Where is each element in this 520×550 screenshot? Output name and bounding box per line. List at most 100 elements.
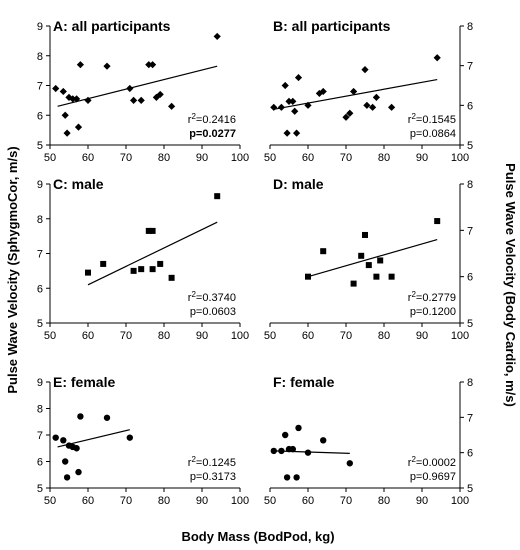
y-tick-label: 8: [37, 51, 43, 63]
data-point-circle: [270, 447, 277, 455]
data-point-diamond: [363, 101, 371, 109]
x-axis-label: Body Mass (BodPod, kg): [181, 529, 334, 544]
data-point-diamond: [342, 113, 350, 121]
data-point-square: [168, 274, 175, 281]
x-tick-label: 70: [120, 152, 132, 164]
x-tick-label: 60: [82, 152, 94, 164]
y-tick-label: 6: [467, 448, 473, 460]
panel-title: E: female: [53, 374, 115, 390]
data-point-circle: [77, 413, 84, 420]
data-point-diamond: [149, 61, 157, 69]
y-tick-label: 6: [37, 110, 43, 122]
data-point-diamond: [369, 103, 377, 111]
x-tick-label: 70: [340, 152, 352, 164]
p-value-label: p=0.1200: [410, 306, 456, 318]
x-tick-label: 50: [44, 330, 56, 342]
x-tick-label: 60: [302, 152, 314, 164]
y-tick-label: 7: [37, 430, 43, 442]
x-tick-label: 100: [231, 152, 249, 164]
data-point-circle: [278, 447, 285, 455]
data-point-diamond: [289, 97, 297, 105]
y-tick-label: 8: [37, 214, 43, 226]
x-tick-label: 50: [44, 152, 56, 164]
data-point-diamond: [103, 62, 111, 70]
data-point-circle: [103, 414, 111, 421]
data-point-diamond: [59, 87, 67, 96]
x-tick-label: 50: [264, 495, 276, 507]
x-tick-label: 50: [264, 152, 276, 164]
data-point-square: [145, 227, 152, 234]
y-axis-label-right: Pulse Wave Velocity (Body Cardio, m/s): [503, 163, 518, 407]
x-tick-label: 50: [44, 495, 56, 507]
data-point-diamond: [145, 61, 153, 69]
data-point-square: [362, 231, 368, 238]
y-tick-label: 6: [37, 457, 43, 469]
y-tick-label: 7: [467, 225, 473, 237]
data-point-square: [377, 257, 384, 264]
data-point-diamond: [293, 129, 301, 137]
y-tick-label: 8: [467, 179, 473, 191]
r-squared-label: r2=0.3740: [188, 290, 236, 305]
regression-line: [57, 65, 218, 107]
y-axis-label-left: Pulse Wave Velocity (SphygmoCor, m/s): [5, 146, 20, 393]
data-point-square: [157, 260, 164, 267]
data-point-circle: [289, 445, 296, 453]
x-tick-label: 80: [158, 495, 170, 507]
x-tick-label: 70: [340, 495, 352, 507]
data-point-circle: [126, 434, 133, 441]
data-point-diamond: [433, 54, 441, 62]
data-point-square: [305, 273, 311, 280]
data-point-circle: [283, 474, 291, 481]
data-point-circle: [61, 458, 69, 465]
y-tick-label: 5: [37, 318, 43, 330]
x-tick-label: 100: [451, 495, 469, 507]
p-value-label: p=0.0277: [189, 128, 236, 140]
y-tick-label: 8: [467, 21, 473, 33]
data-point-diamond: [285, 97, 293, 105]
data-point-circle: [52, 434, 59, 441]
x-tick-label: 70: [120, 495, 132, 507]
data-point-diamond: [350, 87, 358, 96]
y-tick-label: 7: [37, 81, 43, 93]
x-tick-label: 80: [378, 152, 390, 164]
data-point-square: [149, 266, 156, 273]
data-point-diamond: [73, 95, 81, 103]
data-point-diamond: [74, 123, 83, 131]
y-tick-label: 7: [467, 412, 473, 424]
data-point-diamond: [270, 103, 278, 111]
y-tick-label: 8: [467, 377, 473, 389]
regression-line: [307, 239, 438, 278]
x-tick-label: 100: [231, 495, 249, 507]
data-point-circle: [304, 449, 312, 456]
x-tick-label: 90: [196, 152, 208, 164]
x-tick-label: 50: [264, 330, 276, 342]
x-tick-label: 60: [82, 495, 94, 507]
x-tick-label: 60: [302, 495, 314, 507]
data-point-diamond: [156, 90, 164, 99]
y-tick-label: 7: [467, 61, 473, 73]
x-tick-label: 70: [340, 330, 352, 342]
y-tick-label: 5: [37, 140, 43, 152]
y-tick-label: 6: [467, 272, 473, 284]
x-tick-label: 100: [231, 330, 249, 342]
data-point-diamond: [52, 84, 60, 93]
data-point-diamond: [346, 109, 354, 117]
panel-title: F: female: [273, 374, 335, 390]
x-tick-label: 80: [158, 152, 170, 164]
x-tick-label: 90: [416, 495, 428, 507]
y-tick-label: 6: [467, 100, 473, 112]
data-point-square: [100, 260, 107, 267]
data-point-diamond: [69, 95, 77, 103]
data-point-square: [388, 273, 395, 280]
panel-a: 50 60 70 80 90 100 5 6 7 8 9 A: all participants r2=…: [37, 18, 249, 164]
data-point-circle: [295, 424, 302, 432]
data-point-square: [358, 252, 365, 259]
p-value-label: p=0.9697: [410, 471, 456, 483]
data-point-diamond: [388, 103, 396, 111]
panel-title: B: all participants: [273, 18, 391, 34]
